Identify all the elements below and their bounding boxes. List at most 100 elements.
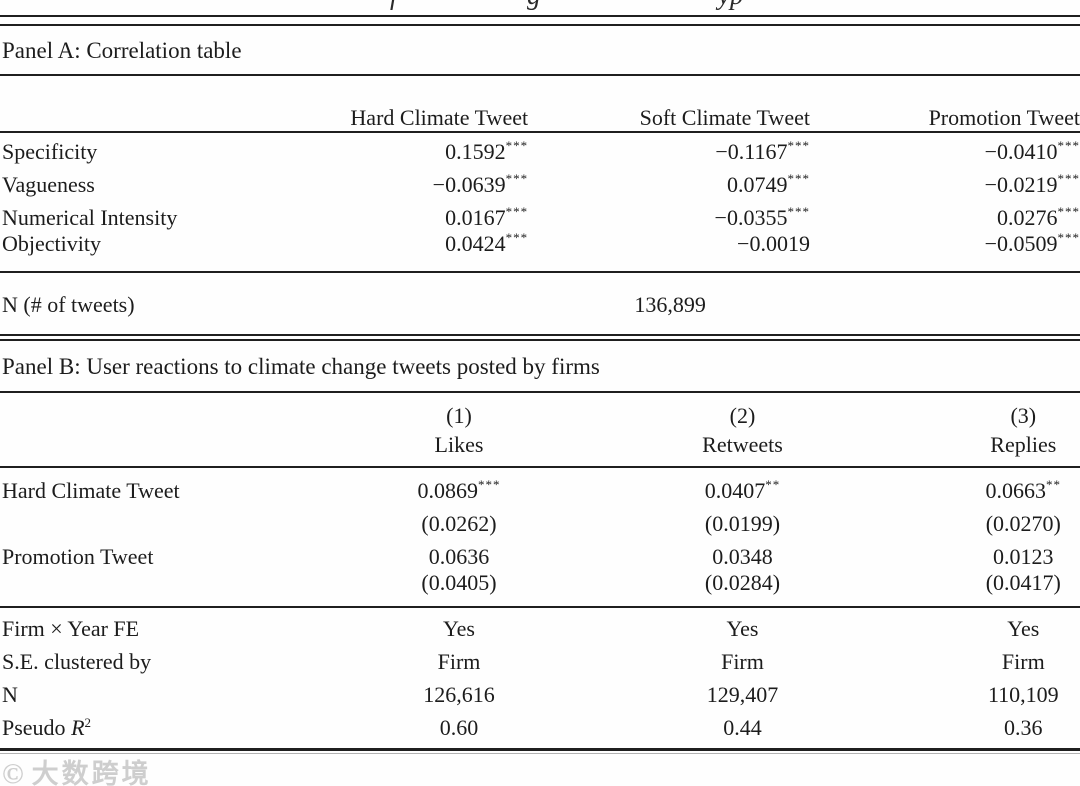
observations-row: N (# of tweets) 136,899 (0, 272, 1080, 318)
table-row: (0.0262) (0.0199) (0.0270) (0, 504, 1080, 537)
significance-stars: *** (505, 138, 529, 153)
bottom-rule (0, 748, 1080, 754)
cell: −0.0509*** (809, 230, 1080, 273)
column-header: Soft Climate Tweet (528, 76, 810, 133)
column-header: Hard Climate Tweet (260, 76, 529, 133)
cell: Yes (1007, 616, 1040, 641)
r-squared-exponent: 2 (84, 715, 92, 730)
row-label: Firm × Year FE (2, 616, 140, 641)
table-row: Vagueness −0.0639*** 0.0749*** −0.0219**… (0, 165, 1080, 198)
cell: Firm (721, 649, 764, 674)
panel-b-colname-row: Likes Retweets Replies (0, 429, 1080, 468)
significance-stars: *** (505, 204, 529, 219)
cell: 0.0167*** (445, 204, 529, 230)
cell-stderr: (0.0405) (399, 570, 519, 608)
r-squared-symbol: R (71, 715, 85, 740)
cell: 0.1592*** (445, 138, 529, 164)
cell: Firm (437, 649, 481, 674)
clipped-title: f g yp (0, 0, 1080, 11)
cell-stderr: (0.0199) (704, 511, 781, 536)
panel-b-colnum-row: (1) (2) (3) (0, 393, 1080, 429)
header-empty (0, 76, 261, 133)
column-number: (3) (1010, 403, 1037, 428)
watermark-logo-icon: © (2, 758, 24, 786)
observations-value: 136,899 (634, 292, 706, 317)
cell: −0.0019 (528, 231, 810, 273)
table-row: S.E. clustered by Firm Firm Firm (0, 642, 1080, 675)
significance-stars: *** (505, 230, 529, 245)
significance-stars: ** (765, 477, 781, 492)
row-label: S.E. clustered by (2, 649, 152, 674)
panel-a-header-row: Hard Climate Tweet Soft Climate Tweet Pr… (0, 76, 1080, 133)
column-header: Retweets (518, 429, 967, 468)
significance-stars: ** (1046, 477, 1062, 492)
significance-stars: *** (787, 204, 810, 219)
top-double-rule (0, 15, 1080, 26)
cell-stderr: (0.0417) (966, 570, 1080, 608)
row-label: Objectivity (0, 231, 261, 273)
watermark-text: 大数跨境 (31, 759, 152, 786)
significance-stars: *** (1057, 230, 1080, 245)
clipped-title-fragment: f (390, 0, 398, 11)
table-row: Pseudo R2 0.60 0.44 0.36 (0, 708, 1080, 741)
significance-stars: *** (1057, 171, 1080, 186)
panel-a-title: Panel A: Correlation table (0, 26, 1080, 76)
row-label: Hard Climate Tweet (2, 478, 180, 503)
cell: 0.36 (1004, 715, 1043, 740)
cell: 110,109 (987, 682, 1059, 707)
table-row: Firm × Year FE Yes Yes Yes (0, 607, 1080, 642)
cell-stderr: (0.0270) (985, 511, 1061, 536)
row-label (0, 570, 400, 608)
cell: 0.60 (439, 715, 479, 740)
cell: Firm (1001, 649, 1045, 674)
cell: 0.0348 (712, 544, 773, 569)
cell: 0.0276*** (997, 204, 1080, 230)
panel-a-table: Hard Climate Tweet Soft Climate Tweet Pr… (0, 76, 1080, 318)
table-row: Promotion Tweet 0.0636 0.0348 0.0123 (0, 537, 1080, 570)
significance-stars: *** (1057, 138, 1080, 153)
column-number: (2) (729, 403, 756, 428)
cell: Yes (726, 616, 759, 641)
cell: −0.1167*** (715, 138, 810, 164)
column-number: (1) (446, 403, 472, 428)
significance-stars: *** (787, 138, 810, 153)
row-label: Vagueness (2, 172, 95, 197)
row-label: Promotion Tweet (2, 544, 154, 569)
cell: 0.0424*** (260, 230, 529, 273)
clipped-title-fragment: g (527, 0, 541, 11)
table-row: Numerical Intensity 0.0167*** −0.0355***… (0, 198, 1080, 231)
table-row: Hard Climate Tweet 0.0869*** 0.0407** 0.… (0, 467, 1080, 504)
cell: 0.0663** (985, 477, 1062, 503)
cell: 0.0407** (704, 477, 781, 503)
cell-stderr: (0.0262) (421, 511, 497, 536)
watermark: © 大数跨境 (2, 752, 152, 786)
row-label: Pseudo R2 (2, 715, 92, 740)
header-empty (0, 393, 400, 429)
table-row: (0.0405) (0.0284) (0.0417) (0, 570, 1080, 608)
column-header: Likes (399, 429, 519, 468)
cell: 126,616 (423, 682, 495, 707)
cell-stderr: (0.0284) (518, 570, 967, 608)
mid-double-rule (0, 334, 1080, 341)
significance-stars: *** (505, 171, 529, 186)
panel-b-title: Panel B: User reactions to climate chang… (0, 341, 1080, 393)
significance-stars: *** (787, 171, 810, 186)
cell: 0.44 (723, 715, 762, 740)
column-header: Promotion Tweet (809, 76, 1080, 133)
row-label: N (# of tweets) (2, 292, 135, 317)
cell: −0.0639*** (432, 171, 529, 197)
cell: 129,407 (706, 682, 779, 707)
column-header: Replies (966, 429, 1080, 468)
row-label: Specificity (2, 139, 98, 164)
cell: −0.0410*** (984, 138, 1080, 164)
cell: 0.0123 (993, 544, 1054, 569)
table-row: N 126,616 129,407 110,109 (0, 675, 1080, 708)
row-label: N (2, 682, 18, 707)
row-label: Numerical Intensity (2, 205, 178, 230)
table-row: Objectivity 0.0424*** −0.0019 −0.0509*** (0, 230, 1080, 273)
cell: −0.0355*** (714, 204, 810, 230)
cell: 0.0636 (428, 544, 490, 569)
cell: −0.0219*** (984, 171, 1080, 197)
cell: 0.0749*** (726, 171, 810, 197)
